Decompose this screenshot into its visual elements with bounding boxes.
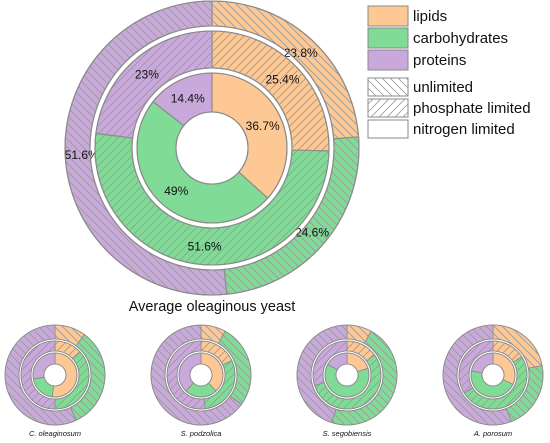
hatch-phosphate-limited-lipids (55, 341, 80, 359)
ring-outline-nitrogen-limited (324, 352, 370, 398)
legend-label-phosphate: phosphate limited (413, 100, 531, 117)
hatch-phosphate-limited-lipids (201, 341, 232, 365)
hatch-unlimited-carbohydrates (70, 334, 105, 421)
data-label-nitrogen-limited-lipids: 36.7% (246, 119, 280, 133)
hatch-phosphate-limited-lipids (493, 341, 522, 363)
hatch-unlimited-lipids (493, 325, 543, 369)
hatch-phosphate-limited-lipids (212, 31, 329, 151)
hatch-unlimited-proteins (297, 325, 347, 423)
legend-swatch-carbohydrates (367, 27, 409, 49)
main-chart-title: Average oleaginous yeast (129, 299, 296, 315)
ring-outline-unlimited (150, 324, 252, 426)
legend-swatch-lipids (367, 5, 409, 27)
ring-outline-phosphate-limited (458, 340, 528, 410)
ring-outline-phosphate-limited (312, 340, 382, 410)
data-label-nitrogen-limited-carbohydrates: 49% (164, 184, 188, 198)
hatch-phosphate-limited-lipids (347, 341, 375, 361)
ring-inner-outline-unlimited (18, 338, 92, 412)
legend-label-nitrogen: nitrogen limited (413, 121, 515, 138)
species-chart-s-podzolica: S. podzolica (150, 324, 252, 438)
data-label-unlimited-proteins: 51.6% (65, 148, 99, 162)
hatch-unlimited-lipids (201, 325, 226, 344)
data-label-phosphate-limited-lipids: 25.4% (266, 73, 300, 87)
hatch-phosphate-limited-proteins (95, 31, 212, 138)
ring-outline-phosphate-limited (94, 30, 330, 266)
ring-inner-outline-phosphate-limited (176, 350, 226, 400)
legend-label-carbohydrates: carbohydrates (413, 30, 508, 47)
ring-inner-outline-unlimited (456, 338, 530, 412)
ring-inner-outline-phosphate-limited (468, 350, 518, 400)
ring-outline-unlimited (4, 324, 106, 426)
main-donut-chart: 23.8%24.6%51.6%25.4%51.6%23%36.7%49%14.4… (64, 0, 360, 296)
species-charts: C. oleaginosum S. podzolica S. segobiensis… (4, 324, 544, 438)
ring-outline-nitrogen-limited (470, 352, 516, 398)
ring-outline-nitrogen-limited (32, 352, 78, 398)
ring-outline-unlimited (296, 324, 398, 426)
species-chart-title: A. porosum (473, 429, 512, 438)
ring-inner-outline-unlimited (164, 338, 238, 412)
data-label-nitrogen-limited-proteins: 14.4% (171, 92, 205, 106)
legend-label-lipids: lipids (413, 8, 447, 25)
ring-inner-outline-phosphate-limited (322, 350, 372, 400)
data-label-phosphate-limited-carbohydrates: 51.6% (188, 240, 222, 254)
ring-inner-outline-unlimited (310, 338, 384, 412)
ring-outline-unlimited (442, 324, 544, 426)
hatch-phosphate-limited-proteins (21, 341, 55, 409)
hatch-unlimited-proteins (65, 1, 227, 295)
species-chart-a-porosum: A. porosum (442, 324, 544, 438)
hatch-phosphate-limited-proteins (166, 341, 206, 410)
ring-outline-nitrogen-limited (178, 352, 224, 398)
species-chart-title: S. segobiensis (323, 429, 372, 438)
hatch-unlimited-carbohydrates (224, 136, 359, 295)
legend-hatch-unlimited (368, 78, 408, 96)
legend-swatch-proteins (367, 49, 409, 71)
legend-swatch-nitrogen (367, 119, 409, 139)
ring-outline-phosphate-limited (166, 340, 236, 410)
legend-hatch-phosphate (368, 99, 408, 117)
ring-outline-nitrogen-limited (136, 72, 288, 224)
hatch-unlimited-lipids (212, 1, 359, 139)
legend-label-unlimited: unlimited (413, 79, 473, 96)
hatch-phosphate-limited-proteins (459, 341, 493, 394)
species-chart-s-segobiensis: S. segobiensis (296, 324, 398, 438)
ring-inner-outline-nitrogen-limited (481, 363, 505, 387)
hatch-unlimited-lipids (347, 325, 372, 344)
ring-inner-outline-nitrogen-limited (189, 363, 213, 387)
hatch-unlimited-proteins (150, 325, 242, 425)
hatch-phosphate-limited-carbohydrates (314, 355, 381, 409)
species-chart-title: S. podzolica (181, 429, 222, 438)
hatch-phosphate-limited-carbohydrates (94, 133, 329, 266)
hatch-unlimited-carbohydrates (331, 331, 397, 426)
hatch-phosphate-limited-carbohydrates (55, 351, 90, 409)
ring-inner-outline-nitrogen-limited (175, 111, 249, 185)
hatch-phosphate-limited-carbohydrates (464, 356, 527, 409)
data-label-phosphate-limited-proteins: 23% (135, 68, 159, 82)
ring-inner-outline-nitrogen-limited (335, 363, 359, 387)
ring-inner-outline-unlimited (89, 25, 335, 271)
ring-outline-phosphate-limited (20, 340, 90, 410)
hatch-unlimited-proteins (4, 325, 77, 425)
ring-inner-outline-nitrogen-limited (43, 363, 67, 387)
legend: lipids carbohydrates proteins unlimited phos… (367, 5, 531, 139)
species-chart-c-oleaginosum: C. oleaginosum (4, 324, 106, 438)
ring-inner-outline-phosphate-limited (131, 67, 293, 229)
legend-label-proteins: proteins (413, 52, 466, 69)
species-chart-title: C. oleaginosum (29, 429, 81, 438)
hatch-unlimited-proteins (442, 325, 512, 425)
hatch-unlimited-carbohydrates (506, 365, 544, 422)
ring-inner-outline-phosphate-limited (30, 350, 80, 400)
ring-outline-unlimited (64, 0, 360, 296)
hatch-phosphate-limited-proteins (313, 341, 347, 386)
